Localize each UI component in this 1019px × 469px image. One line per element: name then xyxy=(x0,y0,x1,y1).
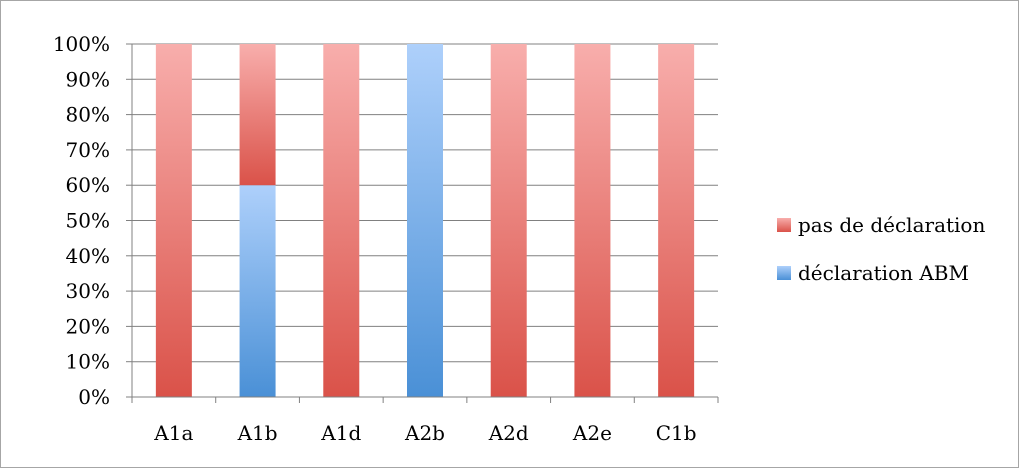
x-tick-label: A2d xyxy=(488,421,529,445)
bar-segment xyxy=(574,44,611,397)
y-tick-label: 90% xyxy=(66,67,110,91)
y-tick-labels: 0% 10% 20% 30% 40% 50% 60% 70% 80% 90% 100% xyxy=(53,32,110,409)
y-tick-label: 60% xyxy=(66,173,110,197)
y-tick-label: 50% xyxy=(66,209,110,233)
legend-swatch xyxy=(777,266,791,280)
bar-segment xyxy=(490,44,527,397)
y-tick-label: 40% xyxy=(66,244,110,268)
y-tick-label: 80% xyxy=(66,103,110,127)
y-tick-label: 70% xyxy=(66,138,110,162)
x-tick-labels: A1a A1b A1d A2b A2d A2e C1b xyxy=(153,421,696,445)
bar-segment xyxy=(323,44,360,397)
bar-segment xyxy=(239,185,276,397)
bar-segment xyxy=(658,44,695,397)
legend-label: déclaration ABM xyxy=(798,261,969,285)
bars xyxy=(155,44,695,397)
axes xyxy=(126,43,719,403)
x-tick-label: A1a xyxy=(153,421,193,445)
bar-segment xyxy=(155,44,192,397)
bar-segment xyxy=(407,44,443,397)
legend-swatch xyxy=(777,218,791,232)
x-tick-label: A2e xyxy=(572,421,612,445)
y-tick-label: 20% xyxy=(66,314,110,338)
x-tick-label: A2b xyxy=(404,421,445,445)
y-tick-label: 10% xyxy=(66,350,110,374)
y-tick-label: 30% xyxy=(66,279,110,303)
legend: pas de déclaration déclaration ABM xyxy=(777,213,985,285)
legend-label: pas de déclaration xyxy=(798,213,985,237)
x-tick-label: A1b xyxy=(237,421,278,445)
x-tick-label: C1b xyxy=(656,421,697,445)
x-tick-label: A1d xyxy=(320,421,361,445)
y-tick-label: 0% xyxy=(78,385,110,409)
bar-segment xyxy=(239,44,276,186)
y-tick-label: 100% xyxy=(53,32,110,56)
